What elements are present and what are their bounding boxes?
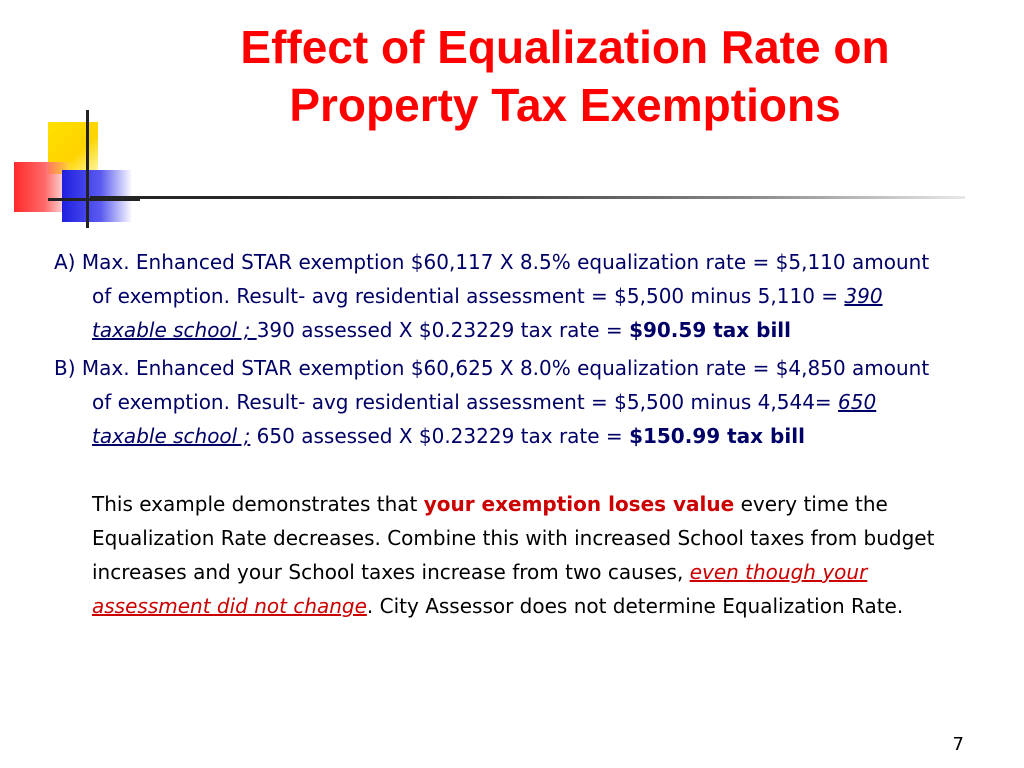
title-line-1: Effect of Equalization Rate on: [240, 21, 890, 73]
summary-link[interactable]: even though your assessment did not chan…: [92, 560, 868, 618]
page-number: 7: [952, 734, 964, 755]
horizontal-line-shape: [48, 198, 140, 201]
summary-emphasis: your exemption loses value: [423, 492, 735, 516]
summary-text-2: every time the Equalization Rate decreas…: [92, 492, 935, 584]
decorative-logo-icon: [0, 100, 140, 230]
slide-title: Effect of Equalization Rate on Property …: [150, 18, 980, 134]
paragraph-b-text-1: B) Max. Enhanced STAR exemption $60,625 …: [54, 356, 930, 414]
title-divider: [90, 196, 965, 199]
slide-body: A) Max. Enhanced STAR exemption $60,117 …: [54, 245, 954, 627]
red-square-shape: [14, 162, 70, 212]
paragraph-a-text-2: 390 assessed X $0.23229 tax rate =: [256, 318, 630, 342]
title-line-2: Property Tax Exemptions: [289, 79, 841, 131]
paragraph-b-text-2: 650 assessed X $0.23229 tax rate =: [250, 424, 630, 448]
paragraph-b-bill: $150.99 tax bill: [629, 424, 805, 448]
summary-paragraph: This example demonstrates that your exem…: [54, 487, 954, 623]
vertical-line-shape: [86, 110, 89, 228]
paragraph-a-bill: $90.59 tax bill: [629, 318, 792, 342]
paragraph-b: B) Max. Enhanced STAR exemption $60,625 …: [54, 351, 954, 453]
paragraph-b-link[interactable]: 650 taxable school ;: [92, 390, 877, 448]
summary-text-1: This example demonstrates that: [92, 492, 424, 516]
paragraph-a-link[interactable]: 390 taxable school ;: [92, 284, 883, 342]
paragraph-a: A) Max. Enhanced STAR exemption $60,117 …: [54, 245, 954, 347]
summary-text-3: . City Assessor does not determine Equal…: [366, 594, 904, 618]
paragraph-a-text-1: A) Max. Enhanced STAR exemption $60,117 …: [54, 250, 930, 308]
